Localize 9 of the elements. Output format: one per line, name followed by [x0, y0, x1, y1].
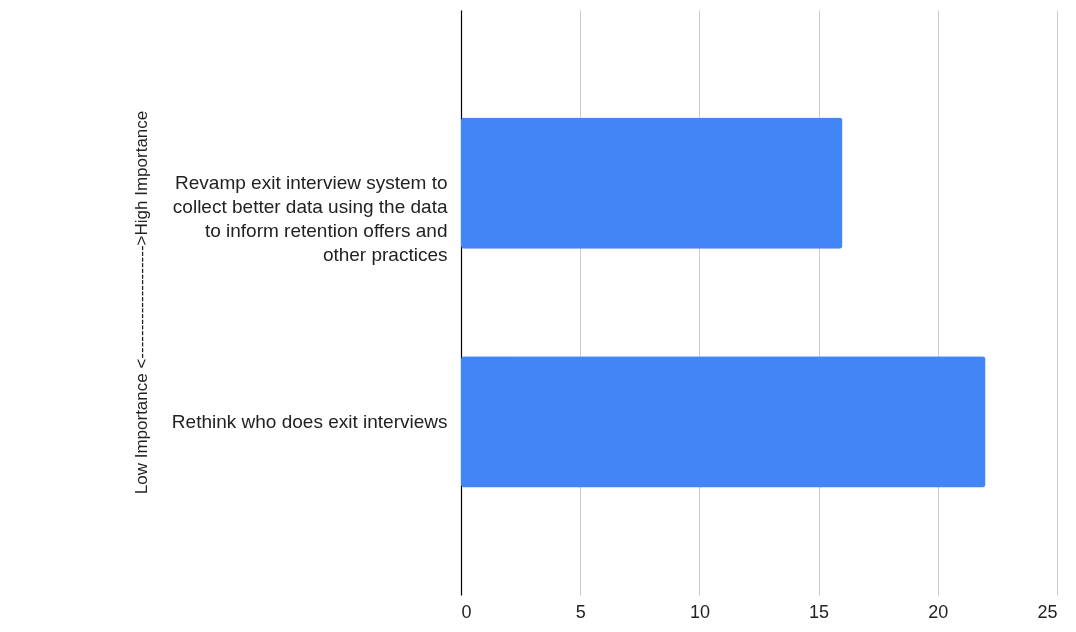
y-tick-label: Rethink who does exit interviews [171, 410, 448, 432]
y-tick-label: Revamp exit interview system to collect better data using the data to inform retention offers and other practices [172, 172, 448, 266]
x-tick-label: 15 [809, 601, 830, 622]
x-tick-label: 10 [689, 601, 710, 622]
x-tick-label: 5 [575, 601, 586, 622]
x-tick-label: 25 [1037, 601, 1058, 622]
y-axis-title: Low Importance <-------------------->High Importance [131, 110, 151, 495]
x-tick-label: 20 [928, 601, 949, 622]
x-tick-label: 0 [461, 601, 472, 622]
